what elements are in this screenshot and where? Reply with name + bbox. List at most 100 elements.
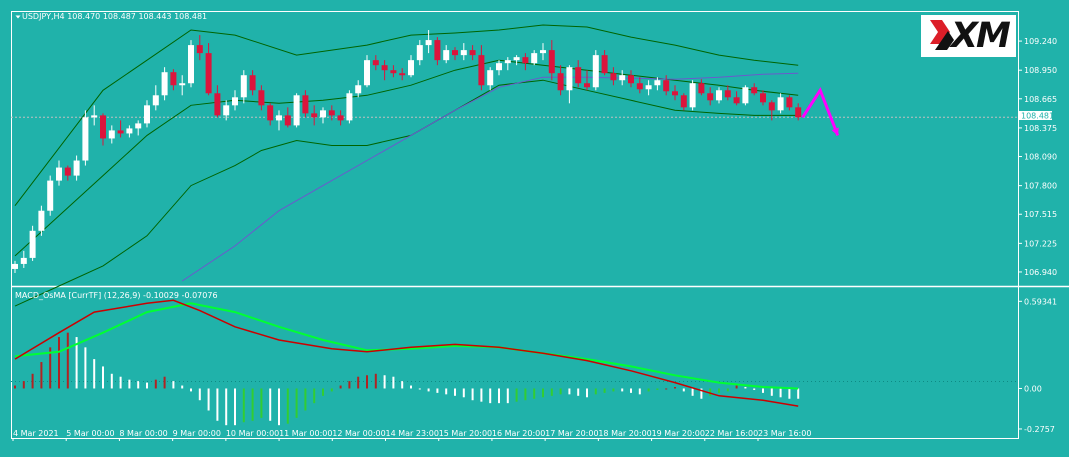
candle-body <box>205 53 212 94</box>
macd-tick-label: -0.2757 <box>1024 425 1055 434</box>
histogram-bar <box>339 385 342 389</box>
macd-lines <box>14 299 799 407</box>
candle-body <box>654 80 661 86</box>
price-tick-label: 107.800 <box>1024 182 1057 191</box>
candle-body <box>522 57 529 64</box>
moving-average <box>181 72 799 282</box>
candle-body <box>716 90 722 101</box>
histogram-bar <box>260 388 263 418</box>
candle-body <box>276 115 282 121</box>
candlesticks <box>12 30 802 273</box>
histogram-bar <box>286 388 289 424</box>
histogram-bar <box>418 388 421 390</box>
candle-body <box>434 40 441 61</box>
candle-body <box>742 87 749 104</box>
histogram-bar <box>31 373 34 389</box>
histogram-bar <box>726 388 729 392</box>
macd-tick-label: 0.59341 <box>1024 297 1057 306</box>
candle-body <box>663 80 670 92</box>
histogram-bar <box>401 381 404 389</box>
candle-body <box>786 97 793 108</box>
candle-body <box>188 45 194 84</box>
candle-body <box>504 60 511 64</box>
candle-body <box>100 115 106 139</box>
histogram-bar <box>172 381 175 389</box>
candle-body <box>751 87 758 94</box>
candle-body <box>601 55 608 74</box>
histogram-bar <box>638 388 641 395</box>
xm-logo-dark-chevron <box>935 31 954 50</box>
candle-body <box>161 72 168 96</box>
histogram-bar <box>102 366 104 389</box>
signal-line <box>14 302 799 390</box>
histogram-bar <box>313 388 316 404</box>
histogram-bar <box>146 382 148 389</box>
histogram-bar <box>110 373 113 389</box>
current-price-box <box>1019 111 1052 120</box>
candle-body <box>698 83 705 94</box>
candle-body <box>73 160 80 176</box>
candle-body <box>460 50 467 56</box>
time-tick-label: 16 Mar 20:00 <box>492 429 545 438</box>
candle-body <box>355 85 362 94</box>
histogram-bar <box>66 332 69 389</box>
histogram-bar <box>462 388 465 398</box>
time-tick-label: 17 Mar 20:00 <box>545 429 598 438</box>
candle-body <box>452 50 458 56</box>
candle-body <box>284 115 291 126</box>
histogram-bar <box>58 337 60 389</box>
histogram-bar <box>181 385 184 389</box>
histogram-bar <box>744 387 747 389</box>
candle-body <box>302 95 309 114</box>
candle-body <box>223 105 230 116</box>
price-tick-label: 107.225 <box>1024 239 1057 248</box>
macd-title: MACD_OsMA [CurrTF] (12,26,9) -0.10029 -0… <box>15 291 218 300</box>
histogram-bar <box>709 388 712 396</box>
candle-body <box>628 75 634 84</box>
histogram-bar <box>586 388 588 398</box>
candle-body <box>12 263 18 269</box>
macd-axis: 0.59341 0.00 -0.2757 <box>1018 297 1057 434</box>
candle-body <box>584 83 590 88</box>
histogram-bar <box>762 388 764 393</box>
histogram-bar <box>718 388 720 393</box>
candle-body <box>320 110 326 118</box>
histogram-bar <box>234 388 236 426</box>
histogram-bar <box>568 388 571 395</box>
histogram-bar <box>665 388 668 390</box>
histogram-bar <box>753 388 756 390</box>
time-tick-label: 23 Mar 16:00 <box>758 429 811 438</box>
histogram-bar <box>322 388 324 396</box>
candle-body <box>364 60 370 86</box>
price-axis: 109.240 108.950 108.665 108.375 108.090 107.8… <box>1018 37 1057 277</box>
histogram-bar <box>278 388 280 426</box>
candle-body <box>249 75 256 91</box>
chart-menu-triangle-icon[interactable] <box>15 15 21 19</box>
histogram-bar <box>542 388 544 398</box>
candle-body <box>724 90 731 98</box>
candle-body <box>232 97 238 106</box>
histogram-bar <box>84 347 87 389</box>
candle-body <box>126 128 133 134</box>
histogram-bar <box>190 388 192 392</box>
candle-body <box>390 70 397 74</box>
histogram-bar <box>436 388 439 393</box>
histogram-bar <box>374 373 377 389</box>
time-tick-label: 14 Mar 23:00 <box>386 429 439 438</box>
forecast-arrow <box>801 87 840 136</box>
candle-body <box>135 123 142 129</box>
candle-body <box>768 102 775 111</box>
ohlc-values: 108.470 108.487 108.443 108.481 <box>67 12 208 21</box>
candle-body <box>179 83 186 86</box>
candle-body <box>258 90 265 106</box>
time-tick-label: 12 Mar 00:00 <box>332 429 385 438</box>
histogram-bar <box>506 388 509 404</box>
chart-header: USDJPY,H4 108.470 108.487 108.443 108.48… <box>22 12 207 21</box>
time-tick-label: 5 Mar 00:00 <box>66 429 114 438</box>
candle-body <box>496 63 502 71</box>
candle-body <box>29 230 36 258</box>
histogram-bar <box>454 388 456 396</box>
symbol-label: USDJPY,H4 <box>22 12 65 21</box>
candle-body <box>610 73 617 81</box>
